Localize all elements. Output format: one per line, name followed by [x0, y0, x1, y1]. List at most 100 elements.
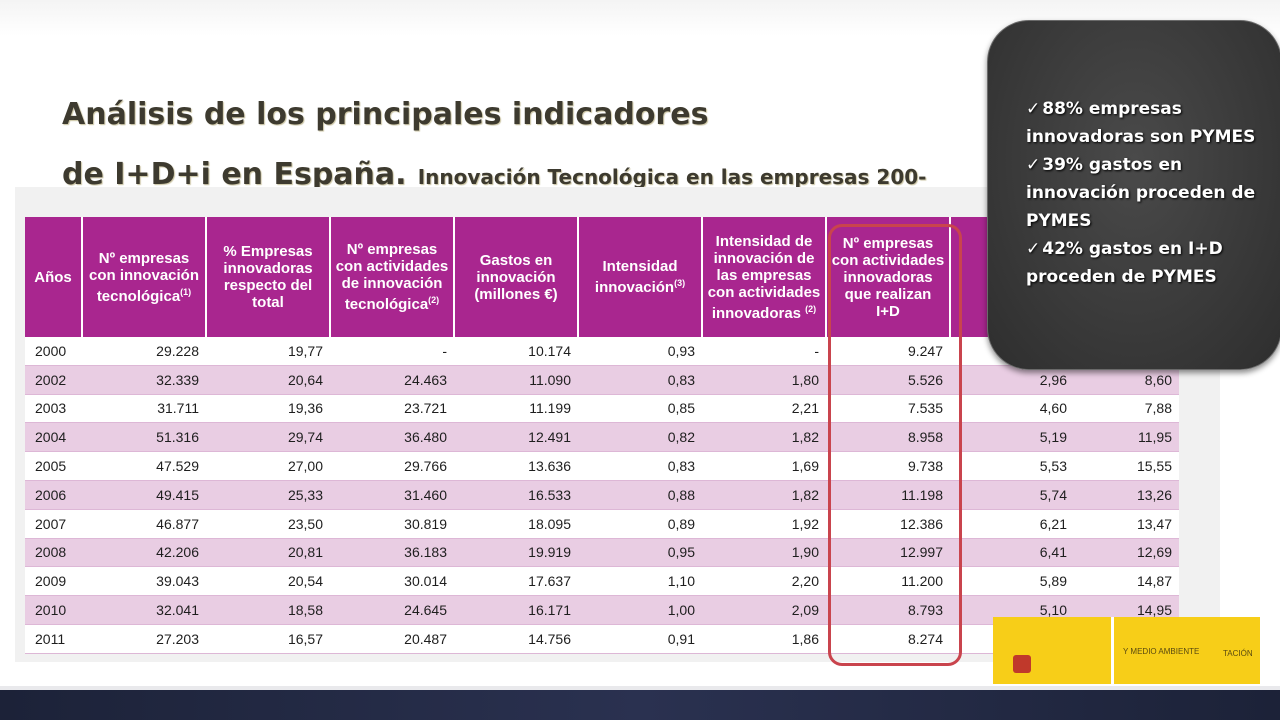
- logo-text-left: Y MEDIO AMBIENTE: [1123, 647, 1200, 656]
- table-cell: 12,69: [1074, 538, 1179, 568]
- table-cell: 16.171: [454, 595, 578, 625]
- logo-text-right: TACIÓN: [1223, 649, 1253, 658]
- logo-divider: [1111, 617, 1114, 684]
- table-cell: 18.095: [454, 509, 578, 539]
- table-cell: 0,83: [578, 365, 702, 395]
- table-cell: 2,09: [702, 595, 826, 625]
- table-cell: 42.206: [82, 538, 206, 568]
- table-cell: 47.529: [82, 451, 206, 481]
- table-cell: 1,69: [702, 451, 826, 481]
- table-cell: 7,88: [1074, 394, 1179, 424]
- table-cell: 29.228: [82, 337, 206, 366]
- table-cell: 30.014: [330, 566, 454, 597]
- table-cell: 36.183: [330, 538, 454, 568]
- table-cell: 27.203: [82, 624, 206, 654]
- table-cell: 0,83: [578, 451, 702, 481]
- header-intensidad: Intensidad innovación(3): [578, 217, 703, 337]
- table-cell: 32.041: [82, 595, 206, 625]
- table-cell: 5,89: [950, 566, 1074, 597]
- check-icon: ✓: [1026, 99, 1041, 119]
- table-cell: 19,36: [206, 394, 330, 424]
- callout-box: ✓ 88% empresas innovadoras son PYMES ✓ 39%…: [987, 20, 1280, 370]
- table-cell: 2,96: [950, 365, 1074, 395]
- header-note: (1): [180, 286, 192, 297]
- table-cell: 30.819: [330, 509, 454, 539]
- table-row: 2003 31.711 19,36 23.721 11.199 0,85 2,21 7.535…: [25, 394, 1179, 424]
- table-body: 2000 29.228 19,77-10.174 0,93-9.247 2002 32.3…: [25, 337, 1179, 654]
- table-cell: 20,64: [206, 365, 330, 395]
- table-cell: 24.645: [330, 595, 454, 625]
- header-label: Nº empresas con actividades innovadoras …: [831, 234, 945, 320]
- table-cell: 18,58: [206, 595, 330, 625]
- header-intensidad-actividades: Intensidad de innovación de las empresas…: [702, 217, 827, 337]
- table-cell: 1,86: [702, 624, 826, 654]
- table-cell: -: [702, 337, 826, 366]
- header-gastos: Gastos en innovación (millones €): [454, 217, 579, 337]
- header-note: (2): [428, 295, 440, 305]
- table-cell: 1,80: [702, 365, 826, 395]
- year-cell: 2010: [25, 595, 82, 625]
- table-row: 2010 32.041 18,58 24.645 16.171 1,00 2,09 8.793…: [25, 595, 1179, 625]
- table-cell: 2,21: [702, 394, 826, 424]
- callout-item: ✓ 42% gastos en I+D proceden de PYMES: [1026, 235, 1256, 291]
- table-cell: 31.460: [330, 480, 454, 510]
- table-cell: 1,00: [578, 595, 702, 625]
- year-cell: 2007: [25, 509, 82, 539]
- table-cell: 20,54: [206, 566, 330, 597]
- table-cell: 0,91: [578, 624, 702, 654]
- year-cell: 2008: [25, 538, 82, 568]
- year-cell: 2006: [25, 480, 82, 510]
- table-cell: 13.636: [454, 451, 578, 481]
- table-cell: 11.198: [826, 480, 950, 510]
- header-label: % Empresas innovadoras respecto del tota…: [223, 243, 313, 311]
- table-cell: 0,88: [578, 480, 702, 510]
- table-cell: 8,60: [1074, 365, 1179, 395]
- table-cell: 15,55: [1074, 451, 1179, 481]
- table-cell: 25,33: [206, 480, 330, 510]
- bottom-bar: [0, 690, 1280, 720]
- table-cell: 5,74: [950, 480, 1074, 510]
- table-cell: 11.199: [454, 394, 578, 424]
- header-label: Nº empresas con actividades de innovació…: [335, 241, 449, 313]
- table-cell: 12.997: [826, 538, 950, 568]
- year-cell: 2000: [25, 337, 82, 366]
- check-icon: ✓: [1026, 155, 1041, 175]
- callout-item-text: 88% empresas innovadoras son PYMES: [1026, 99, 1256, 147]
- table-cell: 1,90: [702, 538, 826, 568]
- table-cell: 17.637: [454, 566, 578, 597]
- table-cell: 29.766: [330, 451, 454, 481]
- table-cell: 16.533: [454, 480, 578, 510]
- table-cell: 19,77: [206, 337, 330, 366]
- table-cell: 16,57: [206, 624, 330, 654]
- year-cell: 2002: [25, 365, 82, 395]
- table-row: 2009 39.043 20,54 30.014 17.637 1,10 2,20 11.20…: [25, 566, 1179, 597]
- table-cell: -: [330, 337, 454, 366]
- table-cell: 31.711: [82, 394, 206, 424]
- table-cell: 8.793: [826, 595, 950, 625]
- table-cell: 29,74: [206, 422, 330, 453]
- table-row: 2007 46.877 23,50 30.819 18.095 0,89 1,92 12.38…: [25, 509, 1179, 539]
- table-cell: 9.247: [826, 337, 950, 366]
- header-n-empresas-actividades: Nº empresas con actividades de innovació…: [330, 217, 455, 337]
- table-cell: 46.877: [82, 509, 206, 539]
- callout-item-text: 39% gastos en innovación proceden de PYM…: [1026, 155, 1256, 231]
- table-cell: 14.756: [454, 624, 578, 654]
- ministry-logo: Y MEDIO AMBIENTE TACIÓN: [993, 617, 1260, 684]
- table-row: 2004 51.316 29,74 36.480 12.491 0,82 1,82 8.958…: [25, 422, 1179, 453]
- table-cell: 11.200: [826, 566, 950, 597]
- year-cell: 2005: [25, 451, 82, 481]
- header-note: (2): [805, 303, 817, 314]
- table-cell: 0,95: [578, 538, 702, 568]
- table-cell: 12.386: [826, 509, 950, 539]
- table-cell: 6,21: [950, 509, 1074, 539]
- header-n-empresas-innovacion: Nº empresas con innovación tecnológica(1…: [82, 217, 207, 337]
- table-cell: 13,26: [1074, 480, 1179, 510]
- table-cell: 36.480: [330, 422, 454, 453]
- year-cell: 2003: [25, 394, 82, 424]
- table-cell: 24.463: [330, 365, 454, 395]
- table-cell: 1,10: [578, 566, 702, 597]
- highlight-box: [828, 224, 962, 666]
- header-label: Intensidad innovación: [594, 258, 678, 296]
- table-cell: 23,50: [206, 509, 330, 539]
- table-cell: 14,87: [1074, 566, 1179, 597]
